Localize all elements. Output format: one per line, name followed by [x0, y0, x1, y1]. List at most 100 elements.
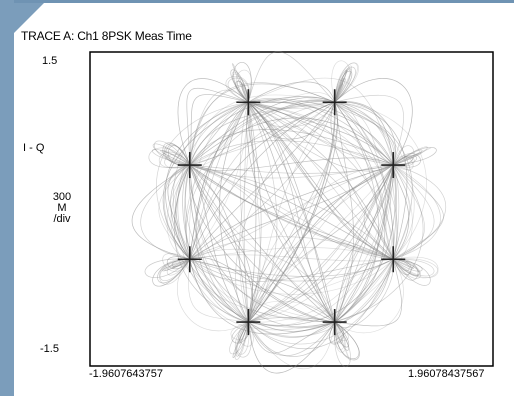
trajectory-trace: [334, 101, 395, 166]
trajectory-trace: [248, 259, 394, 337]
trajectory-trace: [140, 164, 190, 260]
trajectory-trace: [189, 258, 394, 295]
trajectory-trace: [189, 94, 335, 166]
trajectory-trace: [334, 258, 394, 323]
trajectory-trace: [186, 87, 249, 166]
trajectory-trace: [185, 101, 335, 260]
trajectory-trace: [248, 100, 398, 260]
trajectory-trace: [189, 258, 394, 282]
trajectory-trace: [334, 62, 358, 103]
trajectory-trace: [247, 321, 335, 354]
trajectory-trace: [247, 321, 336, 357]
trajectory-trace: [164, 258, 190, 271]
trajectory-trace: [392, 258, 435, 277]
trajectory-trace: [392, 258, 410, 272]
trajectory-trace: [189, 164, 394, 260]
trajectory-trace: [225, 75, 250, 103]
trajectory-trace: [247, 164, 394, 323]
trajectory-trace: [189, 164, 394, 260]
trajectory-trace: [189, 102, 336, 260]
trajectory-trace: [334, 164, 424, 323]
trajectory-trace: [238, 321, 254, 347]
trajectory-trace: [247, 164, 394, 323]
trajectory-trace: [248, 81, 336, 103]
constellation-markers: [177, 89, 406, 336]
trajectory-trace: [248, 164, 394, 323]
trajectory-trace: [248, 259, 394, 338]
x-tick-left: -1.9607643757: [89, 368, 164, 380]
trajectory-trace: [247, 102, 336, 323]
trajectory-trace: [189, 254, 394, 262]
trajectory-trace: [167, 164, 191, 260]
constellation-point: [177, 246, 202, 273]
trajectory-trace: [334, 66, 356, 103]
trajectory-trace: [189, 129, 394, 166]
trajectory-trace: [393, 152, 423, 166]
y-axis-label: I - Q: [23, 142, 45, 154]
trajectory-trace: [393, 149, 423, 166]
trajectory-trace: [334, 259, 404, 334]
trajectory-trace: [165, 101, 249, 260]
trajectory-trace: [392, 146, 428, 166]
trajectory-trace: [152, 258, 191, 287]
trajectory-trace: [392, 258, 420, 277]
trajectory-trace: [232, 63, 249, 103]
trajectory-trace: [334, 101, 379, 323]
y-scale-per-div: /div: [53, 213, 71, 225]
frame-top-border: [0, 0, 514, 3]
trajectory-trace: [329, 321, 344, 344]
trajectory-trace: [248, 321, 336, 369]
trajectory-trace: [152, 149, 190, 166]
trajectory-trace: [248, 101, 394, 166]
trajectory-trace: [189, 101, 249, 166]
trajectory-trace: [247, 102, 261, 323]
trajectory-trace: [248, 101, 394, 260]
trajectory-trace: [189, 164, 394, 179]
plot-area: [89, 51, 494, 367]
trajectory-trace: [189, 164, 249, 323]
y-tick-bottom: -1.5: [40, 343, 59, 355]
trajectory-trace: [248, 164, 396, 326]
trajectory-trace: [248, 164, 394, 323]
trajectory-trace: [334, 321, 351, 367]
trajectory-trace: [195, 101, 249, 323]
trajectory-trace: [240, 82, 249, 103]
trajectory-trace: [189, 247, 394, 260]
trajectory-trace: [159, 258, 191, 281]
trajectory-trace: [334, 164, 394, 323]
trajectory-trace: [234, 321, 249, 360]
trajectory-trace: [248, 101, 394, 260]
trajectory-trace: [248, 164, 394, 327]
trajectory-trace: [159, 151, 191, 169]
trajectory-trace: [334, 69, 348, 103]
trajectory-trace: [334, 65, 352, 103]
trajectory-trace: [393, 164, 441, 260]
y-tick-top: 1.5: [42, 55, 58, 67]
trajectory-trace: [333, 321, 346, 353]
trajectory-trace: [392, 258, 421, 279]
trajectory-trace: [189, 258, 394, 277]
trajectory-trace: [243, 102, 249, 323]
trajectory-trace: [248, 164, 394, 323]
trajectory-trace: [247, 51, 335, 103]
trajectory-trace: [189, 101, 249, 260]
trajectory-trace: [247, 164, 394, 323]
trajectory-trace: [330, 102, 394, 260]
trajectory-trace: [247, 102, 257, 323]
trajectory-trace: [185, 100, 335, 260]
trajectory-trace: [131, 164, 190, 260]
trajectory-traces: [131, 51, 446, 374]
trajectory-trace: [189, 102, 249, 166]
trajectory-trace: [248, 259, 394, 350]
trajectory-trace: [189, 164, 394, 260]
trajectory-trace: [171, 258, 190, 269]
trajectory-trace: [334, 102, 396, 166]
trajectory-trace: [248, 101, 394, 260]
trajectory-trace: [334, 70, 353, 103]
trajectory-trace: [248, 101, 394, 166]
trajectory-trace: [392, 258, 419, 281]
trajectory-trace: [334, 259, 394, 323]
trajectory-trace: [334, 94, 404, 166]
trajectory-trace: [189, 164, 394, 260]
trajectory-trace: [247, 102, 336, 140]
